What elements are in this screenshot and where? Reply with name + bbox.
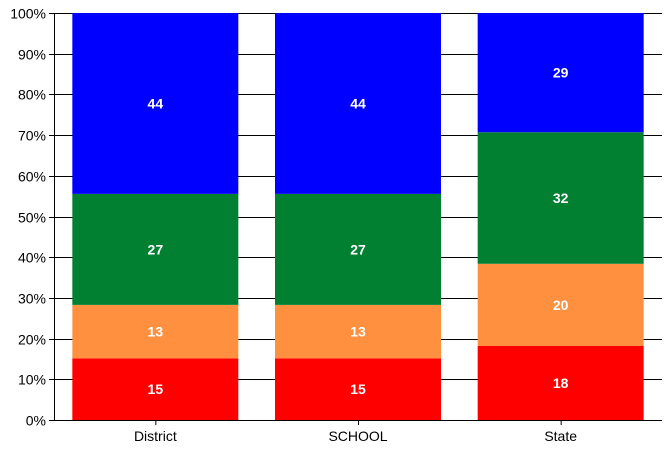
bar-segment bbox=[72, 358, 239, 420]
data-label: 32 bbox=[553, 190, 569, 206]
data-label: 44 bbox=[350, 95, 366, 111]
bar-segment bbox=[477, 346, 644, 420]
data-label: 29 bbox=[553, 65, 569, 81]
data-label: 20 bbox=[553, 297, 569, 313]
bar-segment bbox=[275, 13, 441, 194]
bar-segment bbox=[72, 193, 239, 305]
data-label: 13 bbox=[148, 324, 164, 340]
data-label: 15 bbox=[350, 381, 366, 397]
bar-segment bbox=[477, 13, 644, 133]
bar-segment bbox=[477, 132, 644, 264]
y-tick-label: 50% bbox=[18, 210, 46, 226]
bar-segments bbox=[72, 13, 644, 420]
x-tick-label: State bbox=[544, 428, 577, 444]
data-label: 15 bbox=[148, 381, 164, 397]
x-tick-label: District bbox=[134, 428, 177, 444]
bar-segment bbox=[275, 193, 441, 305]
y-tick-label: 30% bbox=[18, 291, 46, 307]
y-tick-label: 100% bbox=[10, 6, 46, 22]
data-label: 18 bbox=[553, 375, 569, 391]
y-tick-label: 10% bbox=[18, 372, 46, 388]
data-label: 13 bbox=[350, 324, 366, 340]
x-tick-label: SCHOOL bbox=[328, 428, 387, 444]
bar-segment bbox=[72, 304, 239, 359]
bar-segment bbox=[275, 304, 441, 359]
y-tick-label: 80% bbox=[18, 87, 46, 103]
data-label: 27 bbox=[148, 241, 164, 257]
y-tick-label: 60% bbox=[18, 169, 46, 185]
data-label: 44 bbox=[148, 95, 164, 111]
y-tick-label: 90% bbox=[18, 47, 46, 63]
data-labels: 15 13 27 44 15 13 27 44 18 20 32 29 bbox=[148, 65, 569, 398]
y-tick-label: 20% bbox=[18, 332, 46, 348]
bar-segment bbox=[275, 358, 441, 420]
bar-segment bbox=[72, 13, 239, 194]
y-tick-label: 40% bbox=[18, 250, 46, 266]
y-tick-label: 0% bbox=[26, 413, 46, 429]
data-label: 27 bbox=[350, 241, 366, 257]
axes: 0% 10% 20% 30% 40% 50% 60% 70% 80% 90% 100% Distric… bbox=[10, 6, 662, 444]
y-tick-label: 70% bbox=[18, 128, 46, 144]
bar-segment bbox=[477, 263, 644, 346]
